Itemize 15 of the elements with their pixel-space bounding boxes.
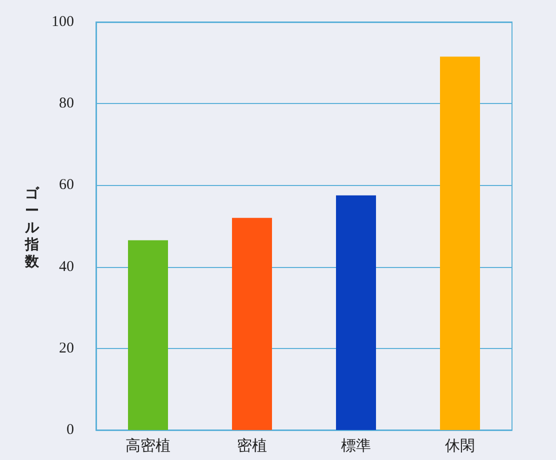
y-tick-label: 40 xyxy=(59,258,74,275)
y-tick-label: 20 xyxy=(59,340,74,356)
y-axis-title: ゴール指数 xyxy=(24,186,40,271)
y-tick-label: 80 xyxy=(59,96,74,112)
x-tick-label: 標準 xyxy=(341,436,371,454)
bar xyxy=(440,56,480,430)
bar xyxy=(336,195,376,430)
x-tick-label: 密植 xyxy=(237,436,267,454)
y-tick-label: 60 xyxy=(59,177,74,194)
bar xyxy=(232,218,272,430)
bar xyxy=(128,240,168,430)
x-tick-label: 高密植 xyxy=(126,436,170,454)
y-tick-label: 0 xyxy=(66,422,74,438)
y-tick-label: 100 xyxy=(52,14,74,30)
x-tick-label: 休閑 xyxy=(445,436,475,454)
